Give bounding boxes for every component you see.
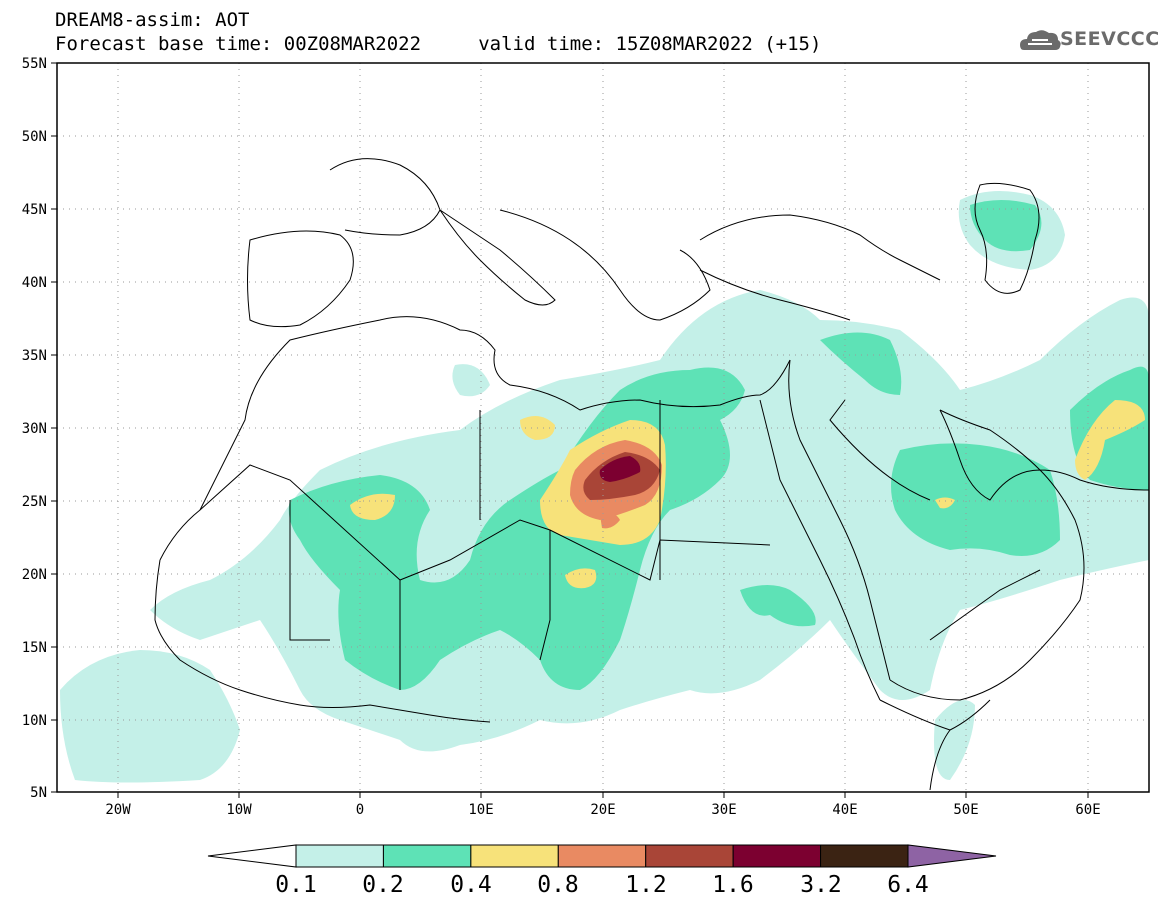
colorbar-label: 1.2: [625, 872, 667, 898]
colorbar-label: 0.8: [537, 872, 579, 898]
lat-label: 25N: [22, 494, 47, 510]
colorbar-bin: [732, 844, 822, 868]
lon-label: 20E: [590, 802, 615, 818]
lon-labels: 20W 10W 0 10E 20E 30E 40E 50E 60E: [105, 802, 1100, 818]
colorbar-bin: [645, 844, 734, 868]
colorbar-bin: [470, 844, 559, 868]
colorbar-label: 0.4: [450, 872, 492, 898]
axis-ticks: [51, 62, 1089, 798]
colorbar-label: 1.6: [712, 872, 754, 898]
graticule: [57, 63, 1149, 792]
lon-label: 20W: [105, 802, 131, 818]
lat-label: 45N: [22, 202, 47, 218]
lat-label: 35N: [22, 348, 47, 364]
cloud-logo-icon: [1020, 30, 1061, 50]
lat-label: 5N: [30, 785, 47, 801]
lat-label: 50N: [22, 129, 47, 145]
colorbar-bin: [382, 844, 472, 868]
lat-label: 10N: [22, 713, 47, 729]
lat-labels: 55N 50N 45N 40N 35N 30N 25N 20N 15N 10N …: [22, 56, 47, 801]
lon-label: 0: [356, 802, 364, 818]
lat-label: 20N: [22, 567, 47, 583]
colorbar-bin: [820, 844, 909, 868]
lon-label: 50E: [953, 802, 978, 818]
lat-label: 30N: [22, 421, 47, 437]
lon-label: 40E: [832, 802, 857, 818]
lon-label: 10E: [468, 802, 493, 818]
colorbar-label: 0.1: [275, 872, 317, 898]
colorbar-bin: [295, 844, 384, 868]
coastlines: [154, 158, 1149, 791]
lon-label: 60E: [1075, 802, 1100, 818]
lat-label: 15N: [22, 640, 47, 656]
colorbar-label: 0.2: [362, 872, 404, 898]
colorbar-over-arrow: [907, 844, 997, 868]
colorbar-bin: [557, 844, 647, 868]
chart-title: DREAM8-assim: AOT: [55, 9, 250, 31]
lon-label: 10W: [226, 802, 252, 818]
logo-text: SEEVCCC: [1060, 28, 1160, 50]
aot-shading: [60, 191, 1149, 783]
lon-label: 30E: [711, 802, 736, 818]
colorbar-label: 6.4: [887, 872, 929, 898]
lat-label: 55N: [22, 56, 47, 72]
lat-label: 40N: [22, 275, 47, 291]
colorbar: 0.1 0.2 0.4 0.8 1.2 1.6 3.2 6.4: [207, 844, 997, 898]
colorbar-under-arrow: [207, 844, 297, 868]
forecast-time-line: Forecast base time: 00Z08MAR2022 valid t…: [55, 33, 822, 55]
colorbar-label: 3.2: [800, 872, 842, 898]
